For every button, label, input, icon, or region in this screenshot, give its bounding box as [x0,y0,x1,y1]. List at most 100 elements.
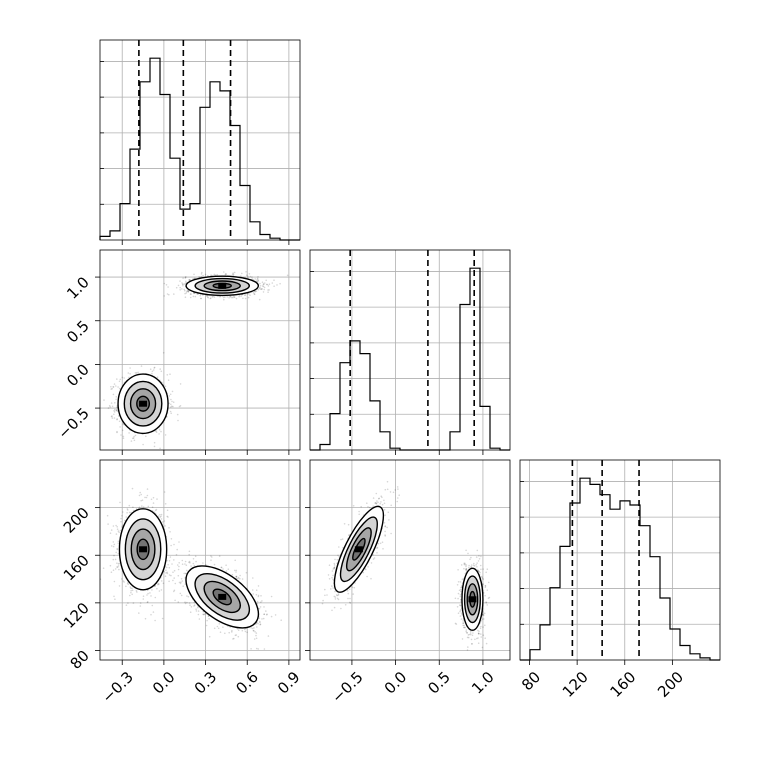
sample-point [116,562,118,564]
sample-point [113,595,115,598]
sample-point [274,614,277,616]
sample-point [112,386,115,388]
sample-point [127,509,129,511]
sample-point [211,556,213,558]
sample-point [187,291,190,293]
sample-point [179,289,181,291]
sample-point [151,589,153,591]
sample-point [255,632,258,634]
sample-point [129,373,131,375]
sample-point [203,613,205,616]
sample-point [218,555,221,557]
sample-point [116,410,119,413]
sample-point [119,426,121,428]
sample-point [160,430,162,433]
sample-point [126,508,129,510]
sample-point [233,296,235,298]
sample-point [202,274,204,277]
sample-point [252,593,254,595]
sample-point [137,371,139,374]
sample-point [223,298,225,301]
sample-point [121,515,123,517]
sample-point [173,569,176,572]
sample-point [123,465,125,467]
sample-point [173,589,176,592]
sample-point [116,431,118,434]
sample-point [238,295,240,298]
sample-point [135,590,138,592]
sample-point [255,593,258,596]
sample-point [127,583,130,586]
sample-point [235,575,237,578]
sample-point [192,558,195,560]
sample-point [183,288,185,291]
sample-point [170,412,172,415]
sample-point [286,274,289,277]
sample-point [241,629,244,632]
sample-point [171,390,174,393]
sample-point [149,368,152,371]
sample-point [264,282,266,284]
sample-point [152,369,155,371]
sample-point [222,296,225,299]
sample-point [179,286,181,289]
sample-point [190,565,192,567]
sample-point [182,283,184,285]
sample-point [163,570,165,573]
sample-point [142,598,145,600]
sample-point [189,562,191,564]
sample-point [217,627,220,630]
sample-point [111,415,113,417]
sample-point [253,638,256,640]
sample-point [249,275,252,278]
sample-point [210,297,212,299]
sample-point [193,604,196,606]
sample-point [145,435,147,438]
sample-point [262,283,265,285]
sample-point [184,289,186,292]
sample-point [259,287,261,289]
sample-point [139,602,142,604]
sample-point [258,617,261,619]
sample-point [128,511,131,514]
sample-point [256,277,259,280]
sample-point [123,377,125,379]
sample-point [235,634,238,636]
sample-point [113,554,115,557]
sample-point [247,296,250,299]
sample-point [280,619,283,621]
sample-point [130,440,133,442]
sample-point [236,628,239,630]
sample-point [151,370,154,373]
sample-point [202,562,204,564]
sample-point [265,283,268,286]
sample-point [257,594,260,597]
sample-point [122,437,125,440]
sample-point [166,293,169,295]
sample-point [118,420,121,423]
sample-point [267,635,270,637]
sample-point [210,559,212,561]
sample-point [235,577,238,579]
sample-point [151,604,154,607]
sample-point [110,571,113,573]
sample-point [189,296,192,299]
sample-point [145,496,148,499]
sample-point [224,296,226,298]
sample-point [120,517,122,520]
sample-point [210,555,212,557]
sample-point [207,274,209,277]
sample-point [174,582,177,585]
sample-point [266,283,269,286]
sample-point [248,273,251,275]
sample-point [116,418,118,421]
sample-point [184,277,187,279]
sample-point [155,431,158,434]
sample-point [164,434,167,436]
sample-point [140,499,142,502]
sample-point [141,505,143,507]
sample-point [257,280,260,282]
sample-point [113,580,116,583]
sample-point [168,527,170,529]
sample-point [263,613,266,616]
